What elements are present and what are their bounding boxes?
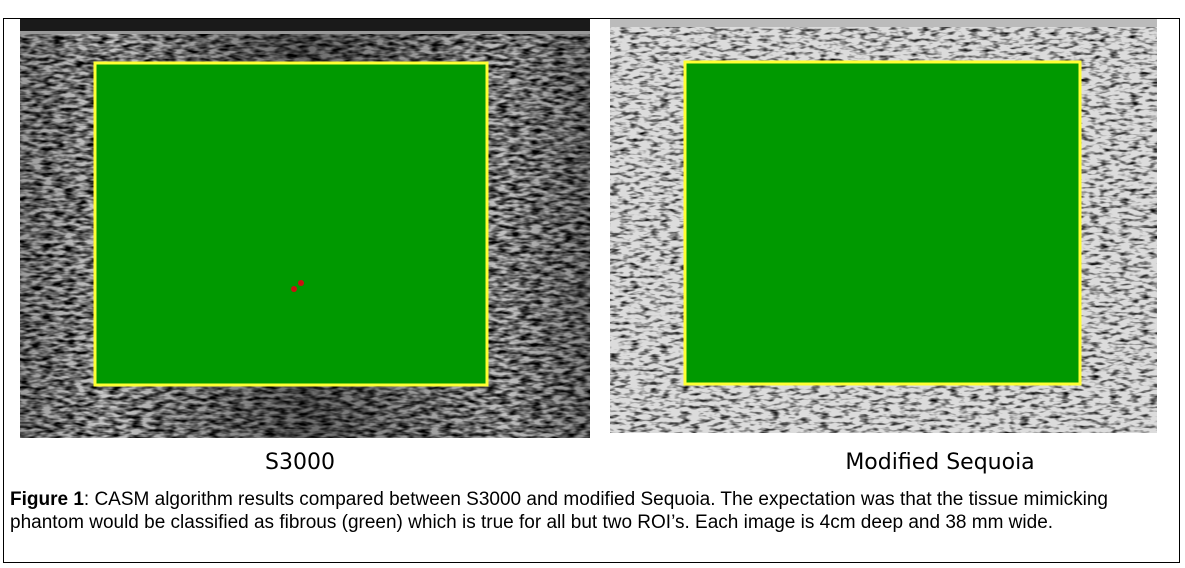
caption-label: Figure 1 (10, 489, 84, 510)
caption-text: : CASM algorithm results compared betwee… (10, 489, 1108, 533)
image-label: S3000 (200, 450, 400, 475)
ultrasound-image-right (610, 19, 1157, 433)
ultrasound-image-left (20, 19, 590, 438)
page: S3000 Modified Sequoia Figure 1: CASM al… (0, 0, 1185, 568)
image-label: Modified Sequoia (820, 450, 1060, 475)
figure-caption: Figure 1: CASM algorithm results compare… (10, 488, 1170, 534)
